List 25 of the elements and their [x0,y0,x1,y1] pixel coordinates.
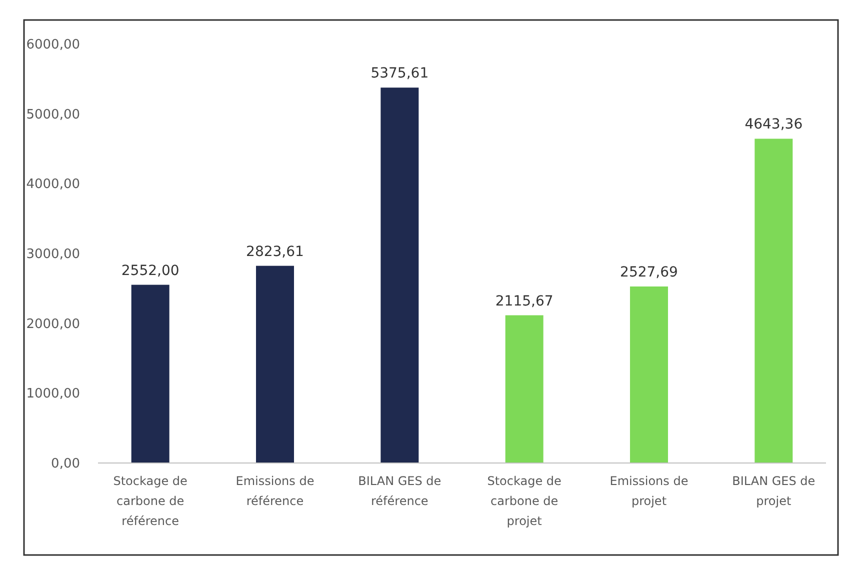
bar [131,284,170,463]
y-tick-label: 1000,00 [26,386,80,402]
bar [505,315,544,463]
data-label: 2823,61 [246,244,304,260]
bar [380,88,419,463]
data-label: 2552,00 [121,262,180,279]
x-tick-label: BILAN GES de référence [358,474,442,508]
y-tick-label: 4000,00 [26,177,80,192]
y-tick-label: 3000,00 [26,247,80,262]
data-label: 5375,61 [370,66,429,82]
bar [256,266,294,463]
x-tick-label: Emissions de référence [236,474,314,508]
y-tick-label: 0,00 [51,456,80,472]
data-label: 2527,69 [620,264,678,280]
x-tick-label: Emissions de projet [610,474,688,508]
data-label: 2115,67 [495,293,554,310]
x-tick-label: Stockage de carbone de projet [487,474,562,528]
y-tick-label: 5000,00 [26,107,80,122]
bar [754,138,793,463]
bar [630,286,668,463]
data-label: 4643,36 [744,116,803,133]
x-tick-label: BILAN GES de projet [732,474,816,508]
y-tick-label: 6000,00 [26,38,80,53]
x-tick-label: Stockage de carbone de référence [113,474,188,528]
y-tick-label: 2000,00 [26,316,80,332]
